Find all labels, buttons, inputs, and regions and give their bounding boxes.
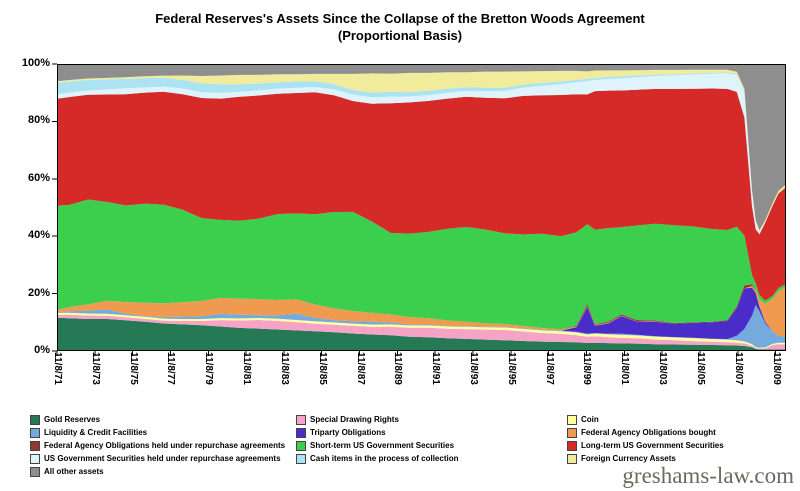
plot-svg	[52, 63, 786, 356]
federal-agency-obligations-repo-swatch-icon	[30, 440, 40, 451]
plot-border	[57, 64, 786, 351]
foreign-currency-assets-swatch-icon	[567, 453, 577, 464]
legend-label: Short-term US Government Securities	[310, 441, 455, 450]
area-coin	[57, 312, 786, 349]
x-tick-label: 11/8/79	[203, 352, 215, 385]
area-us-govt-securities-repo	[57, 73, 786, 235]
watermark: greshams-law.com	[622, 463, 794, 488]
legend-label: Federal Agency Obligations bought	[581, 428, 716, 437]
area-triparty-obligations	[57, 287, 786, 339]
x-tick-label: 11/8/01	[619, 352, 631, 385]
us-govt-securities-repo-swatch-icon	[30, 453, 40, 464]
legend-label: US Government Securities held under repu…	[44, 454, 281, 463]
y-tick-label: 60%	[27, 171, 50, 184]
x-tick-label: 11/8/75	[127, 352, 139, 385]
legend: Gold Reserves Special Drawing Rights Coin L…	[30, 413, 792, 478]
x-tick-label: 11/8/71	[52, 352, 63, 385]
x-tick-label: 11/8/77	[165, 352, 177, 385]
legend-item-special-drawing-rights: Special Drawing Rights	[296, 413, 567, 426]
legend-label: Foreign Currency Assets	[581, 454, 676, 463]
x-tick-label: 11/8/93	[468, 352, 480, 385]
federal-agency-obligations-bought-swatch-icon	[567, 427, 577, 438]
x-tick-label: 11/8/89	[392, 352, 404, 385]
y-tick-label: 40%	[27, 229, 50, 242]
chart-title-line2: (Proportional Basis)	[337, 28, 463, 43]
legend-label: Long-term US Government Securities	[581, 441, 724, 450]
x-tick-label: 11/8/87	[354, 352, 366, 385]
x-tick-label: 11/8/09	[770, 352, 782, 385]
area-gold-reserves	[57, 317, 786, 351]
all-other-assets-swatch-icon	[30, 466, 40, 477]
y-tick-label: 20%	[27, 286, 50, 299]
legend-item-foreign-currency-assets: Foreign Currency Assets	[567, 452, 792, 465]
liquidity-credit-facilities-swatch-icon	[30, 427, 40, 438]
legend-label: Federal Agency Obligations held under re…	[44, 441, 286, 450]
x-tick-label: 11/8/73	[89, 352, 101, 385]
legend-item-short-term-us-govt-securities: Short-term US Government Securities	[296, 439, 567, 452]
legend-item-triparty-obligations: Triparty Obligations	[296, 426, 567, 439]
legend-item-federal-agency-obligations-repo: Federal Agency Obligations held under re…	[30, 439, 296, 452]
x-tick-label: 11/8/03	[657, 352, 669, 385]
y-tick-label: 80%	[27, 114, 50, 127]
long-term-us-govt-securities-swatch-icon	[567, 440, 577, 451]
area-federal-agency-obligations-bought	[57, 286, 786, 337]
plot-area	[52, 63, 786, 356]
x-tick-label: 11/8/05	[694, 352, 706, 385]
legend-label: Triparty Obligations	[310, 428, 386, 437]
legend-item-all-other-assets: All other assets	[30, 465, 296, 478]
special-drawing-rights-swatch-icon	[296, 414, 306, 425]
x-tick-label: 11/8/81	[241, 352, 253, 385]
legend-label: Coin	[581, 415, 599, 424]
area-long-term-us-govt-securities	[57, 88, 786, 301]
x-tick-label: 11/8/95	[505, 352, 517, 385]
x-tick-label: 11/8/83	[278, 352, 290, 385]
triparty-obligations-swatch-icon	[296, 427, 306, 438]
x-tick-label: 11/8/91	[430, 352, 442, 385]
x-tick-label: 11/8/99	[581, 352, 593, 385]
x-tick-label: 11/8/85	[316, 352, 328, 385]
area-liquidity-credit-facilities	[57, 305, 786, 348]
x-tick-label: 11/8/07	[732, 352, 744, 385]
legend-label: Gold Reserves	[44, 415, 101, 424]
legend-label: Cash items in the process of collection	[310, 454, 459, 463]
chart-title-line1: Federal Reserves's Assets Since the Coll…	[155, 11, 645, 26]
legend-label: All other assets	[44, 467, 104, 476]
chart-title: Federal Reserves's Assets Since the Coll…	[0, 10, 800, 44]
x-tick-label: 11/8/97	[543, 352, 555, 385]
legend-item-long-term-us-govt-securities: Long-term US Government Securities	[567, 439, 792, 452]
cash-items-swatch-icon	[296, 453, 306, 464]
legend-item-coin: Coin	[567, 413, 792, 426]
legend-item-us-govt-securities-repo: US Government Securities held under repu…	[30, 452, 296, 465]
gold-reserves-swatch-icon	[30, 414, 40, 425]
legend-item-gold-reserves: Gold Reserves	[30, 413, 296, 426]
area-special-drawing-rights	[57, 314, 786, 350]
y-tick-label: 0%	[34, 344, 50, 356]
area-short-term-us-govt-securities	[57, 199, 786, 330]
legend-item-cash-items: Cash items in the process of collection	[296, 452, 567, 465]
legend-label: Special Drawing Rights	[310, 415, 399, 424]
legend-item-federal-agency-obligations-bought: Federal Agency Obligations bought	[567, 426, 792, 439]
coin-swatch-icon	[567, 414, 577, 425]
short-term-us-govt-securities-swatch-icon	[296, 440, 306, 451]
legend-label: Liquidity & Credit Facilities	[44, 428, 148, 437]
legend-item-liquidity-credit-facilities: Liquidity & Credit Facilities	[30, 426, 296, 439]
y-tick-label: 100%	[21, 57, 50, 69]
